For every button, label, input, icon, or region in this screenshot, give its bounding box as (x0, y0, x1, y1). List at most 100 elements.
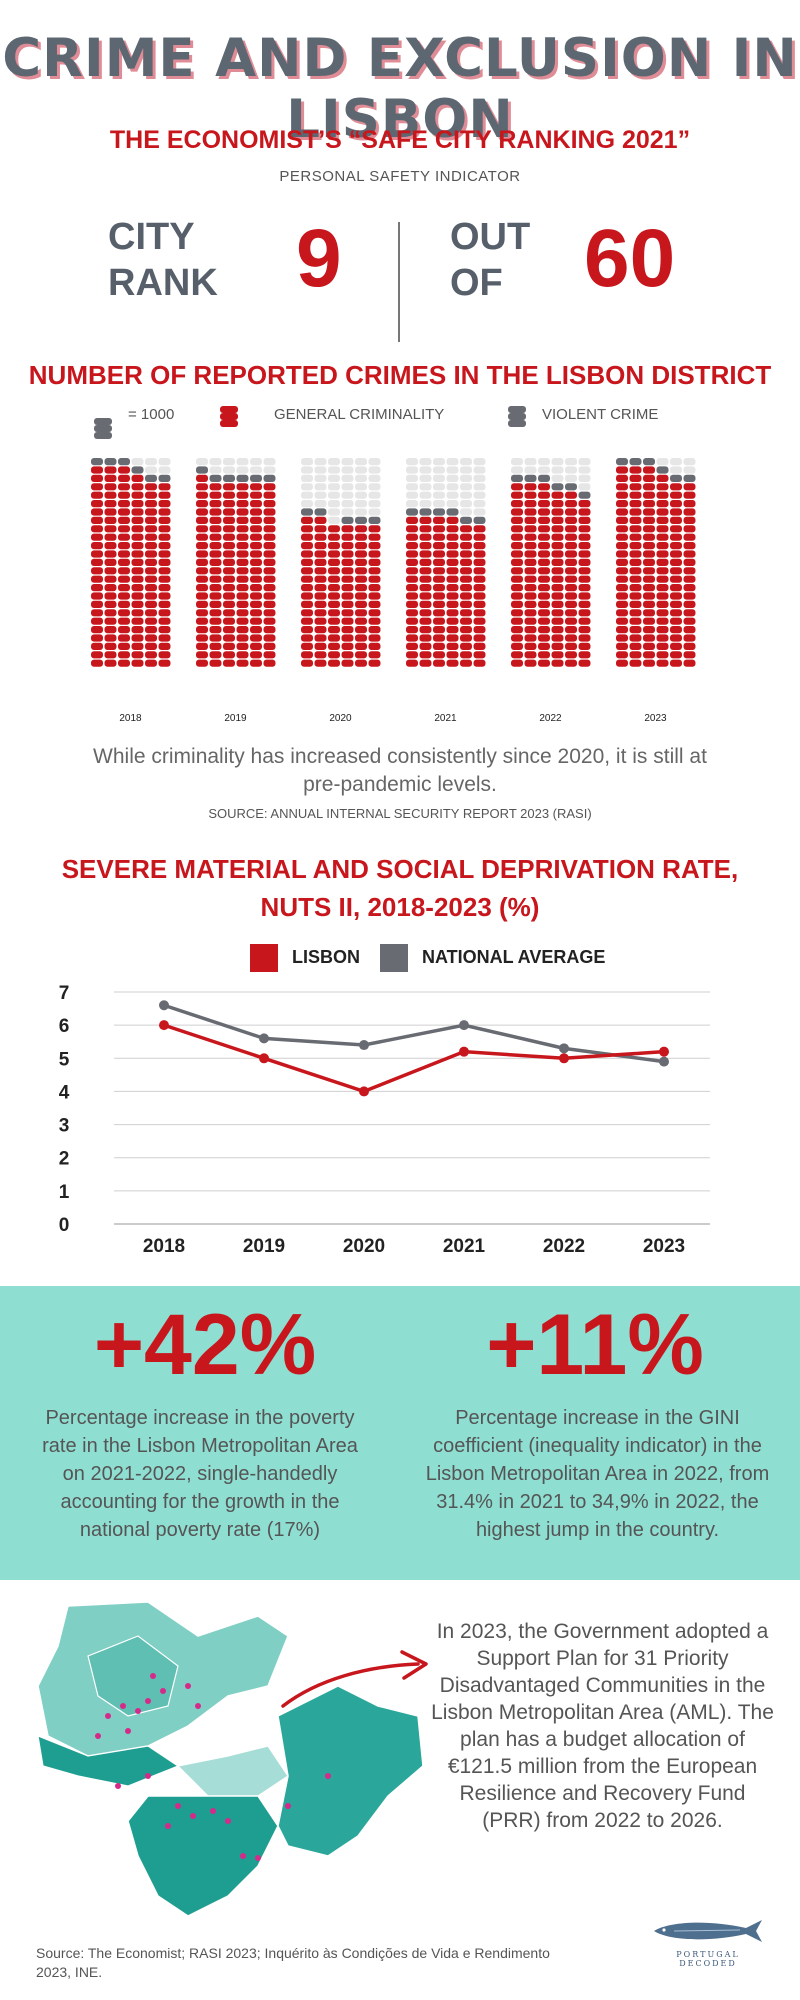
out-of-label: OUT OF (450, 214, 530, 306)
coin (538, 659, 550, 667)
coin (683, 550, 696, 558)
coin (301, 592, 313, 600)
crimes-chart-title: NUMBER OF REPORTED CRIMES IN THE LISBON … (28, 360, 772, 390)
coin (328, 600, 340, 608)
coin (578, 592, 591, 600)
coin (670, 558, 682, 566)
ranking-title: THE ECONOMIST’S “SAFE CITY RANKING 2021” (109, 126, 691, 154)
coin (209, 609, 222, 617)
map-community-markers (95, 1673, 331, 1861)
coin (616, 542, 628, 550)
coin (511, 550, 523, 558)
coin (656, 651, 669, 659)
coin (446, 600, 459, 608)
coin (538, 558, 550, 566)
coin (301, 466, 313, 474)
coin (629, 474, 642, 482)
coin (406, 542, 418, 550)
coin (355, 642, 367, 650)
coin (538, 525, 550, 533)
coin (629, 483, 642, 491)
coin (616, 567, 628, 575)
map-region-east (277, 1685, 424, 1857)
coin (158, 533, 171, 541)
coin (196, 483, 208, 491)
coin (578, 483, 591, 491)
coin (223, 483, 235, 491)
coin (145, 584, 157, 592)
coin (643, 508, 655, 516)
coin (433, 558, 445, 566)
coin (670, 458, 682, 466)
coin (355, 466, 367, 474)
coin (683, 542, 696, 550)
coin (551, 466, 564, 474)
year-label: 2021 (434, 713, 457, 724)
coin (91, 508, 103, 516)
coin (683, 483, 696, 491)
coin (91, 550, 103, 558)
coin (565, 458, 577, 466)
coin (263, 466, 276, 474)
coin (643, 575, 655, 583)
coin (629, 634, 642, 642)
coin (250, 626, 262, 634)
coin (670, 609, 682, 617)
coin (209, 550, 222, 558)
coin (433, 542, 445, 550)
coin (223, 584, 235, 592)
coin (301, 617, 313, 625)
coin (314, 525, 327, 533)
coin (158, 617, 171, 625)
coin (473, 542, 486, 550)
coin (565, 634, 577, 642)
coin (118, 659, 130, 667)
coin (643, 491, 655, 499)
coin (118, 609, 130, 617)
coin (433, 634, 445, 642)
coin (250, 474, 262, 482)
coin (643, 466, 655, 474)
coin-column (196, 458, 208, 667)
coin (670, 516, 682, 524)
coin (209, 617, 222, 625)
data-point (159, 1020, 169, 1031)
coin (551, 483, 564, 491)
series-line-lisbon (163, 1023, 665, 1094)
coin (511, 609, 523, 617)
coin (578, 542, 591, 550)
coin (301, 525, 313, 533)
coin (145, 651, 157, 659)
coin (538, 592, 550, 600)
coin (551, 508, 564, 516)
coin (473, 575, 486, 583)
footer-source: Source: The Economist; RASI 2023; Inquér… (36, 1945, 550, 1980)
coin (406, 617, 418, 625)
coin (118, 575, 130, 583)
coin (301, 550, 313, 558)
coin (511, 483, 523, 491)
coin (355, 491, 367, 499)
coin (460, 508, 472, 516)
coin (328, 567, 340, 575)
coin (683, 592, 696, 600)
coin (196, 592, 208, 600)
coin (314, 458, 327, 466)
coin (263, 642, 276, 650)
coin (209, 659, 222, 667)
coin (158, 491, 171, 499)
coin (314, 483, 327, 491)
coin (473, 651, 486, 659)
coin (578, 642, 591, 650)
coin (196, 584, 208, 592)
coin (355, 474, 367, 482)
crimes-note: While criminality has increased consiste… (93, 745, 707, 796)
coin (301, 516, 313, 524)
coin (131, 550, 144, 558)
coin (263, 516, 276, 524)
coin (145, 550, 157, 558)
coin (145, 474, 157, 482)
coin (223, 659, 235, 667)
coin (314, 642, 327, 650)
coin (145, 516, 157, 524)
